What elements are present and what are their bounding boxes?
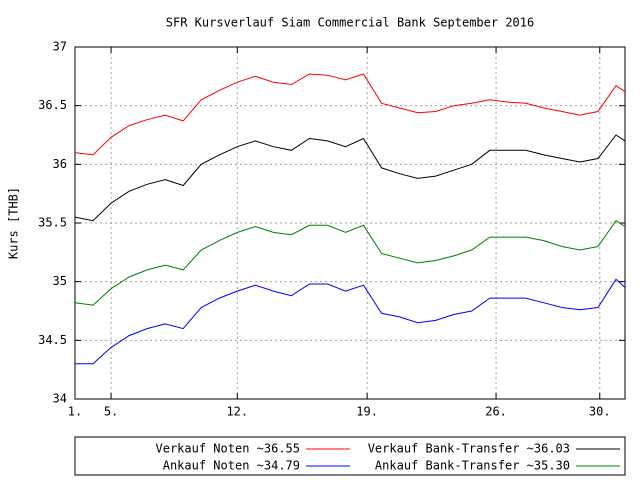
x-tick-label: 12.	[226, 405, 248, 419]
y-tick-label: 36.5	[38, 98, 67, 112]
y-tick-label: 34.5	[38, 333, 67, 347]
plot-frame	[74, 46, 626, 400]
x-tick-label: 26.	[485, 405, 507, 419]
legend-label: Ankauf Noten ~34.79	[163, 459, 300, 473]
series-line	[74, 73, 626, 156]
y-tick-label: 35.5	[38, 216, 67, 230]
series-line	[74, 134, 626, 222]
series-line	[75, 278, 626, 365]
legend-label: Verkauf Bank-Transfer ~36.03	[368, 442, 570, 456]
chart-title: SFR Kursverlauf Siam Commercial Bank Sep…	[166, 16, 534, 30]
y-axis-label: Kurs [THB]	[7, 187, 21, 259]
y-tick-label: 37	[53, 40, 67, 54]
legend-label: Ankauf Bank-Transfer ~35.30	[375, 459, 570, 473]
x-tick-label: 5.	[104, 405, 118, 419]
x-tick-label: 30.	[589, 405, 611, 419]
x-tick-label: 19.	[356, 405, 378, 419]
legend-box	[74, 436, 626, 476]
y-tick-label: 35	[53, 274, 67, 288]
x-tick-label: 1.	[68, 405, 82, 419]
series-line	[74, 220, 626, 306]
legend-label: Verkauf Noten ~36.55	[156, 442, 301, 456]
y-tick-label: 36	[53, 157, 67, 171]
y-tick-label: 34	[53, 392, 67, 406]
